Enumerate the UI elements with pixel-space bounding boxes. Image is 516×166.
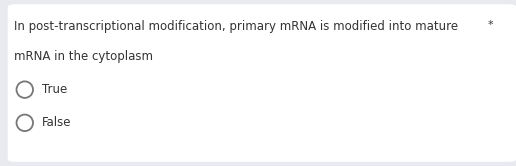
Text: True: True (42, 83, 68, 96)
FancyBboxPatch shape (8, 4, 516, 162)
Text: mRNA in the cytoplasm: mRNA in the cytoplasm (14, 50, 153, 63)
Text: False: False (42, 116, 72, 129)
Text: In post-transcriptional modification, primary mRNA is modified into mature: In post-transcriptional modification, pr… (14, 20, 459, 33)
Text: *: * (488, 20, 493, 30)
